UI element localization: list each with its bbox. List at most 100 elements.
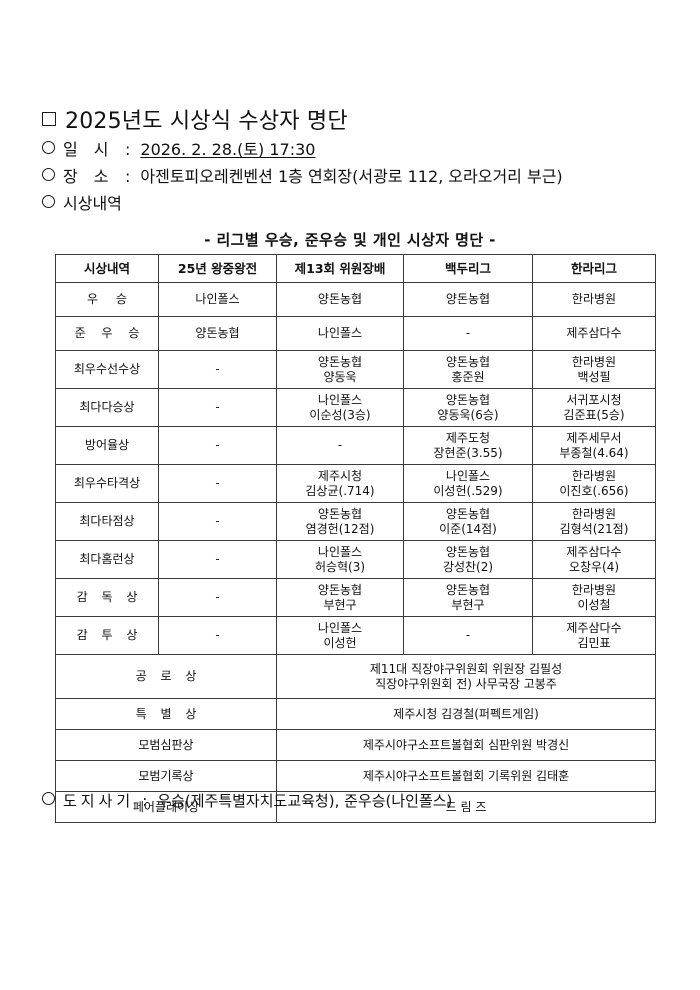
award-category-cell: 특 별 상: [55, 698, 277, 730]
award-category-cell: 모범기록상: [55, 760, 277, 792]
column-header-category: 시상내역: [55, 254, 159, 283]
circle-outline-icon: [42, 141, 55, 154]
award-recipient-cell: 양돈농협: [403, 282, 533, 317]
table-row: 준 우 승 양돈농협 나인폴스 - 제주삼다수: [55, 316, 656, 351]
table-caption: - 리그별 우승, 준우승 및 개인 시상자 명단 -: [204, 231, 496, 249]
footer-value: 우승(제주특별자치도교육청), 준우승(나인폴스): [157, 792, 453, 810]
meta-value-venue: 아젠토피오레켄벤션 1층 연회장(서광로 112, 오라오거리 부근): [140, 167, 563, 186]
table-row: 방어율상 - - 제주도청 장현준(3.55) 제주세무서 부종철(4.64): [55, 426, 656, 465]
award-category-cell: 준 우 승: [55, 316, 159, 351]
square-outline-icon: [42, 112, 56, 126]
footer-label: 도지사기: [63, 792, 135, 810]
award-recipient-cell: 제주세무서 부종철(4.64): [532, 426, 656, 465]
table-row: 감 독 상 - 양돈농협 부현구 양돈농협 부현구 한라병원 이성철: [55, 578, 656, 617]
award-recipient-cell: 한라병원 김형석(21점): [532, 502, 656, 541]
page-title-text: 2025년도 시상식 수상자 명단: [65, 109, 348, 134]
award-recipient-cell: 한라병원 이진호(.656): [532, 464, 656, 503]
heading-block: 2025년도 시상식 수상자 명단 일시 : 2026. 2. 28.(토) 1…: [42, 108, 682, 217]
award-recipient-cell: -: [158, 616, 277, 655]
meta-label-awards-section: 시상내역: [63, 194, 122, 213]
table-body: 우 승 나인폴스 양돈농협 양돈농협 한라병원 준 우 승 양돈농협 나인폴스 - 제주삼다수 최우…: [55, 282, 656, 823]
award-recipient-cell: 양돈농협 양동욱: [276, 350, 404, 389]
table-row: 최우수선수상 - 양돈농협 양동욱 양돈농협 홍준원 한라병원 백성필: [55, 350, 656, 389]
circle-outline-icon: [42, 792, 55, 805]
column-header-halla-league: 한라리그: [532, 254, 656, 283]
award-recipient-cell: 양돈농협 염경헌(12점): [276, 502, 404, 541]
column-header-chairmancup: 제13회 위원장배: [276, 254, 404, 283]
table-row-merged: 공 로 상 제11대 직장야구위원회 위원장 김필성 직장야구위원회 전) 사무국…: [55, 654, 656, 699]
table-row-merged: 특 별 상 제주시청 김경철(퍼펙트게임): [55, 698, 656, 730]
award-recipient-cell: 양돈농협: [276, 282, 404, 317]
award-recipient-cell: -: [158, 388, 277, 427]
award-recipient-cell: -: [158, 578, 277, 617]
award-category-cell: 최우수선수상: [55, 350, 159, 389]
award-category-cell: 최우수타격상: [55, 464, 159, 503]
circle-outline-icon: [42, 168, 55, 181]
column-header-kingofkings: 25년 왕중왕전: [158, 254, 277, 283]
award-recipient-cell: 나인폴스 이성헌(.529): [403, 464, 533, 503]
award-category-cell: 최다다승상: [55, 388, 159, 427]
award-recipient-cell: 나인폴스 허승혁(3): [276, 540, 404, 579]
table-header-row: 시상내역 25년 왕중왕전 제13회 위원장배 백두리그 한라리그: [55, 254, 656, 283]
award-recipient-cell: -: [158, 540, 277, 579]
award-recipient-cell: 제주시청 김경철(퍼펙트게임): [276, 698, 656, 730]
award-recipient-cell: 양돈농협: [158, 316, 277, 351]
meta-row-datetime: 일시 : 2026. 2. 28.(토) 17:30: [42, 136, 682, 163]
award-recipient-cell: 드 림 즈: [276, 791, 656, 823]
meta-label-venue: 장소: [63, 167, 125, 186]
award-recipient-cell: 제주삼다수 오창우(4): [532, 540, 656, 579]
award-recipient-cell: -: [158, 502, 277, 541]
table-row: 최다홈런상 - 나인폴스 허승혁(3) 양돈농협 강성찬(2) 제주삼다수 오창우(4): [55, 540, 656, 579]
award-recipient-cell: -: [158, 464, 277, 503]
award-recipient-cell: 나인폴스: [276, 316, 404, 351]
meta-label-datetime: 일시: [63, 140, 125, 159]
page-title: 2025년도 시상식 수상자 명단: [42, 108, 682, 136]
award-recipient-cell: 한라병원 이성철: [532, 578, 656, 617]
award-recipient-cell: 양돈농협 강성찬(2): [403, 540, 533, 579]
award-recipient-cell: 제주삼다수 김민표: [532, 616, 656, 655]
award-recipient-cell: 양돈농협 양동욱(6승): [403, 388, 533, 427]
award-recipient-cell: -: [403, 316, 533, 351]
award-category-cell: 방어율상: [55, 426, 159, 465]
award-category-cell: 감 투 상: [55, 616, 159, 655]
table-row-merged: 모범기록상 제주시야구소프트볼협회 기록위원 김태훈: [55, 760, 656, 792]
footer-note: 도지사기 : 우승(제주특별자치도교육청), 준우승(나인폴스): [42, 789, 452, 813]
meta-value-datetime: 2026. 2. 28.(토) 17:30: [140, 140, 316, 159]
award-recipient-cell: 양돈농협 부현구: [276, 578, 404, 617]
table-row: 최다타점상 - 양돈농협 염경헌(12점) 양돈농협 이준(14점) 한라병원 김형석(…: [55, 502, 656, 541]
table-row-merged: 페어플레이상 드 림 즈: [55, 791, 656, 823]
award-recipient-cell: 제주시야구소프트볼협회 기록위원 김태훈: [276, 760, 656, 792]
award-recipient-cell: 한라병원: [532, 282, 656, 317]
award-recipient-cell: 제주시청 김상균(.714): [276, 464, 404, 503]
award-recipient-cell: 나인폴스: [158, 282, 277, 317]
award-recipient-cell: 제주삼다수: [532, 316, 656, 351]
table-row: 최다다승상 - 나인폴스 이순성(3승) 양돈농협 양동욱(6승) 서귀포시청 김준표(…: [55, 388, 656, 427]
table-row: 최우수타격상 - 제주시청 김상균(.714) 나인폴스 이성헌(.529) 한라병원 …: [55, 464, 656, 503]
table-head: 시상내역 25년 왕중왕전 제13회 위원장배 백두리그 한라리그: [55, 254, 656, 283]
award-recipient-cell: 한라병원 백성필: [532, 350, 656, 389]
award-category-cell: 감 독 상: [55, 578, 159, 617]
award-recipient-cell: 나인폴스 이순성(3승): [276, 388, 404, 427]
award-category-cell: 최다홈런상: [55, 540, 159, 579]
award-category-cell: 페어플레이상: [55, 791, 277, 823]
meta-row-awards-section: 시상내역: [42, 190, 682, 217]
award-recipient-cell: -: [276, 426, 404, 465]
award-recipient-cell: 서귀포시청 김준표(5승): [532, 388, 656, 427]
award-category-cell: 최다타점상: [55, 502, 159, 541]
meta-colon-venue: :: [125, 167, 131, 186]
award-recipient-cell: 양돈농협 홍준원: [403, 350, 533, 389]
award-recipient-cell: -: [158, 350, 277, 389]
footer-colon: :: [142, 792, 148, 810]
award-recipient-cell: -: [403, 616, 533, 655]
meta-colon-datetime: :: [125, 140, 131, 159]
award-recipient-cell: 제11대 직장야구위원회 위원장 김필성 직장야구위원회 전) 사무국장 고봉주: [276, 654, 656, 699]
table-row: 우 승 나인폴스 양돈농협 양돈농협 한라병원: [55, 282, 656, 317]
award-recipient-cell: -: [158, 426, 277, 465]
award-recipient-cell: 나인폴스 이성헌: [276, 616, 404, 655]
award-recipient-cell: 양돈농협 부현구: [403, 578, 533, 617]
column-header-baekdu-league: 백두리그: [403, 254, 533, 283]
circle-outline-icon: [42, 195, 55, 208]
awards-table: 시상내역 25년 왕중왕전 제13회 위원장배 백두리그 한라리그 우 승 나인폴…: [55, 254, 656, 823]
award-recipient-cell: 제주도청 장현준(3.55): [403, 426, 533, 465]
